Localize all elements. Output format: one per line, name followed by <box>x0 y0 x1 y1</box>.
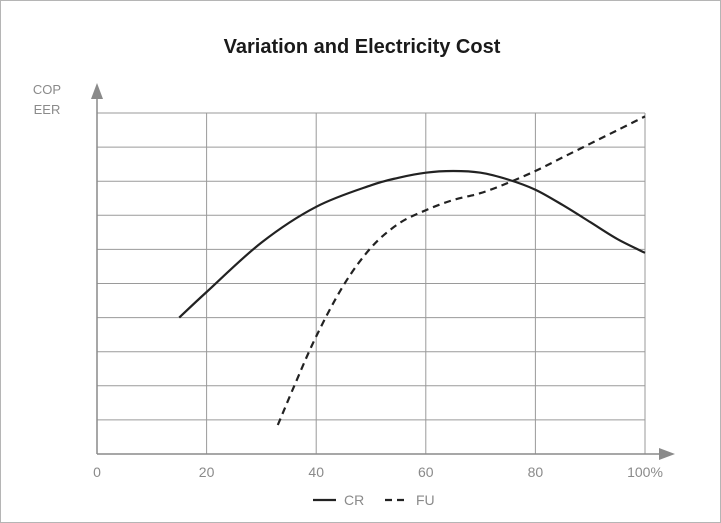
series-line-cr <box>178 169 646 319</box>
y-axis-arrow <box>91 83 103 99</box>
x-tick-label: 20 <box>199 464 215 480</box>
x-axis-arrow <box>659 448 675 460</box>
grid <box>97 112 646 454</box>
x-tick-label: 100% <box>627 464 663 480</box>
x-tick-label: 80 <box>528 464 544 480</box>
legend-label-cr: CR <box>344 492 364 508</box>
y-axis-label-eer: EER <box>34 102 61 117</box>
x-tick-label: 0 <box>93 464 101 480</box>
series-lines <box>178 115 646 426</box>
x-tick-labels: 0 20 40 60 80 100% <box>93 464 663 480</box>
x-tick-label: 40 <box>308 464 324 480</box>
axes <box>91 83 675 460</box>
y-axis-label-cop: COP <box>33 82 61 97</box>
legend-label-fu: FU <box>416 492 435 508</box>
x-tick-label: 60 <box>418 464 434 480</box>
legend: CR FU <box>313 492 435 508</box>
chart-title: Variation and Electricity Cost <box>224 36 501 58</box>
series-line-fu <box>276 115 646 426</box>
